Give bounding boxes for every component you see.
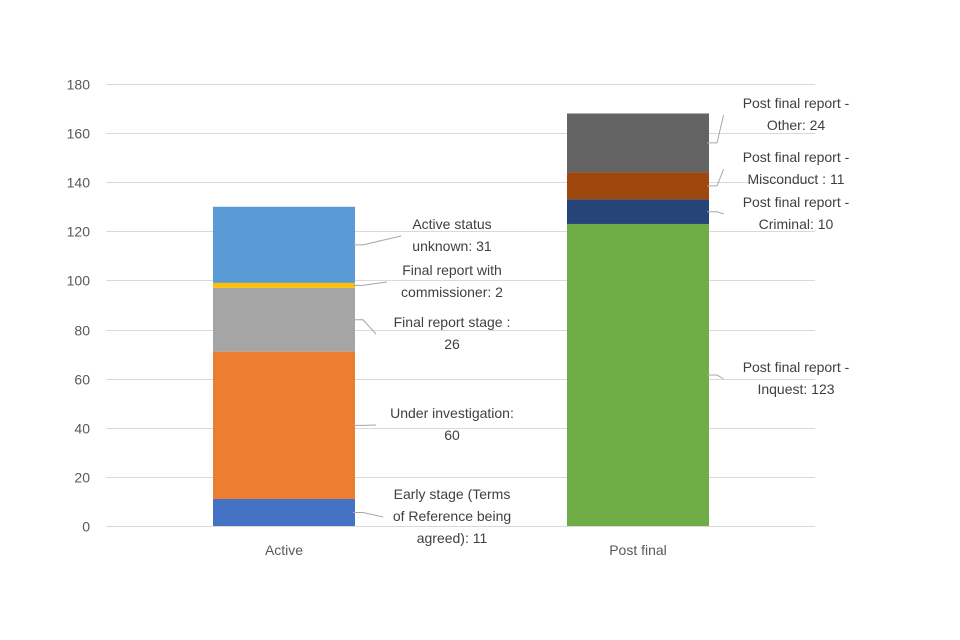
leader-line — [707, 374, 724, 380]
y-tick-label: 180 — [67, 77, 91, 93]
y-tick-label: 40 — [74, 421, 90, 437]
x-axis-category-labels: Active Post final — [265, 542, 667, 558]
data-label-line: commissioner: 2 — [401, 284, 503, 300]
y-tick-label: 20 — [74, 470, 90, 486]
data-label-line: Other: 24 — [767, 117, 826, 133]
data-label-line: Misconduct : 11 — [747, 171, 844, 187]
data-label-line: agreed): 11 — [417, 530, 488, 546]
bar-segment — [567, 113, 709, 173]
leader-line — [707, 114, 725, 144]
data-labels: Early stage (Terms of Reference being agre… — [390, 95, 850, 546]
leader-line — [707, 168, 725, 187]
data-label-line: Inquest: 123 — [757, 381, 834, 397]
data-label-line: Post final report - — [743, 149, 850, 165]
data-label-line: Under investigation: — [390, 405, 514, 421]
y-tick-label: 0 — [82, 519, 90, 535]
leader-line — [353, 281, 387, 286]
y-tick-label: 160 — [67, 126, 91, 142]
y-tick-label: 100 — [67, 273, 91, 289]
data-label-leaders — [353, 114, 725, 518]
bar-segment — [213, 351, 355, 499]
x-category-label: Post final — [609, 542, 667, 558]
leader-line — [353, 235, 402, 246]
data-label-line: 60 — [444, 427, 460, 443]
bar-segment — [213, 282, 355, 288]
data-label-line: Post final report - — [743, 194, 850, 210]
data-label-line: Final report with — [402, 262, 502, 278]
data-label-line: Criminal: 10 — [759, 216, 834, 232]
data-label-line: Post final report - — [743, 359, 850, 375]
bar-segment — [213, 287, 355, 352]
bar-segment — [567, 199, 709, 224]
data-label-line: of Reference being — [393, 508, 511, 524]
bar-segment — [213, 498, 355, 526]
bar-segment — [567, 172, 709, 200]
y-tick-label: 60 — [74, 372, 90, 388]
data-label-line: Active status — [412, 216, 491, 232]
leader-line — [353, 511, 384, 518]
x-category-label: Active — [265, 542, 303, 558]
leader-line — [707, 211, 724, 215]
bar-segment — [567, 223, 709, 526]
y-tick-label: 80 — [74, 323, 90, 339]
bars — [213, 113, 709, 526]
leader-line — [353, 319, 377, 335]
bar-segment — [213, 206, 355, 283]
data-label-line: unknown: 31 — [412, 238, 492, 254]
data-label-line: Final report stage : — [394, 314, 511, 330]
data-label-line: 26 — [444, 336, 460, 352]
y-tick-label: 140 — [67, 175, 91, 191]
y-tick-label: 120 — [67, 224, 91, 240]
data-label-line: Post final report - — [743, 95, 850, 111]
data-label-line: Early stage (Terms — [394, 486, 511, 502]
y-axis-tick-labels: 0 20 40 60 80 100 120 140 160 180 — [67, 77, 91, 535]
